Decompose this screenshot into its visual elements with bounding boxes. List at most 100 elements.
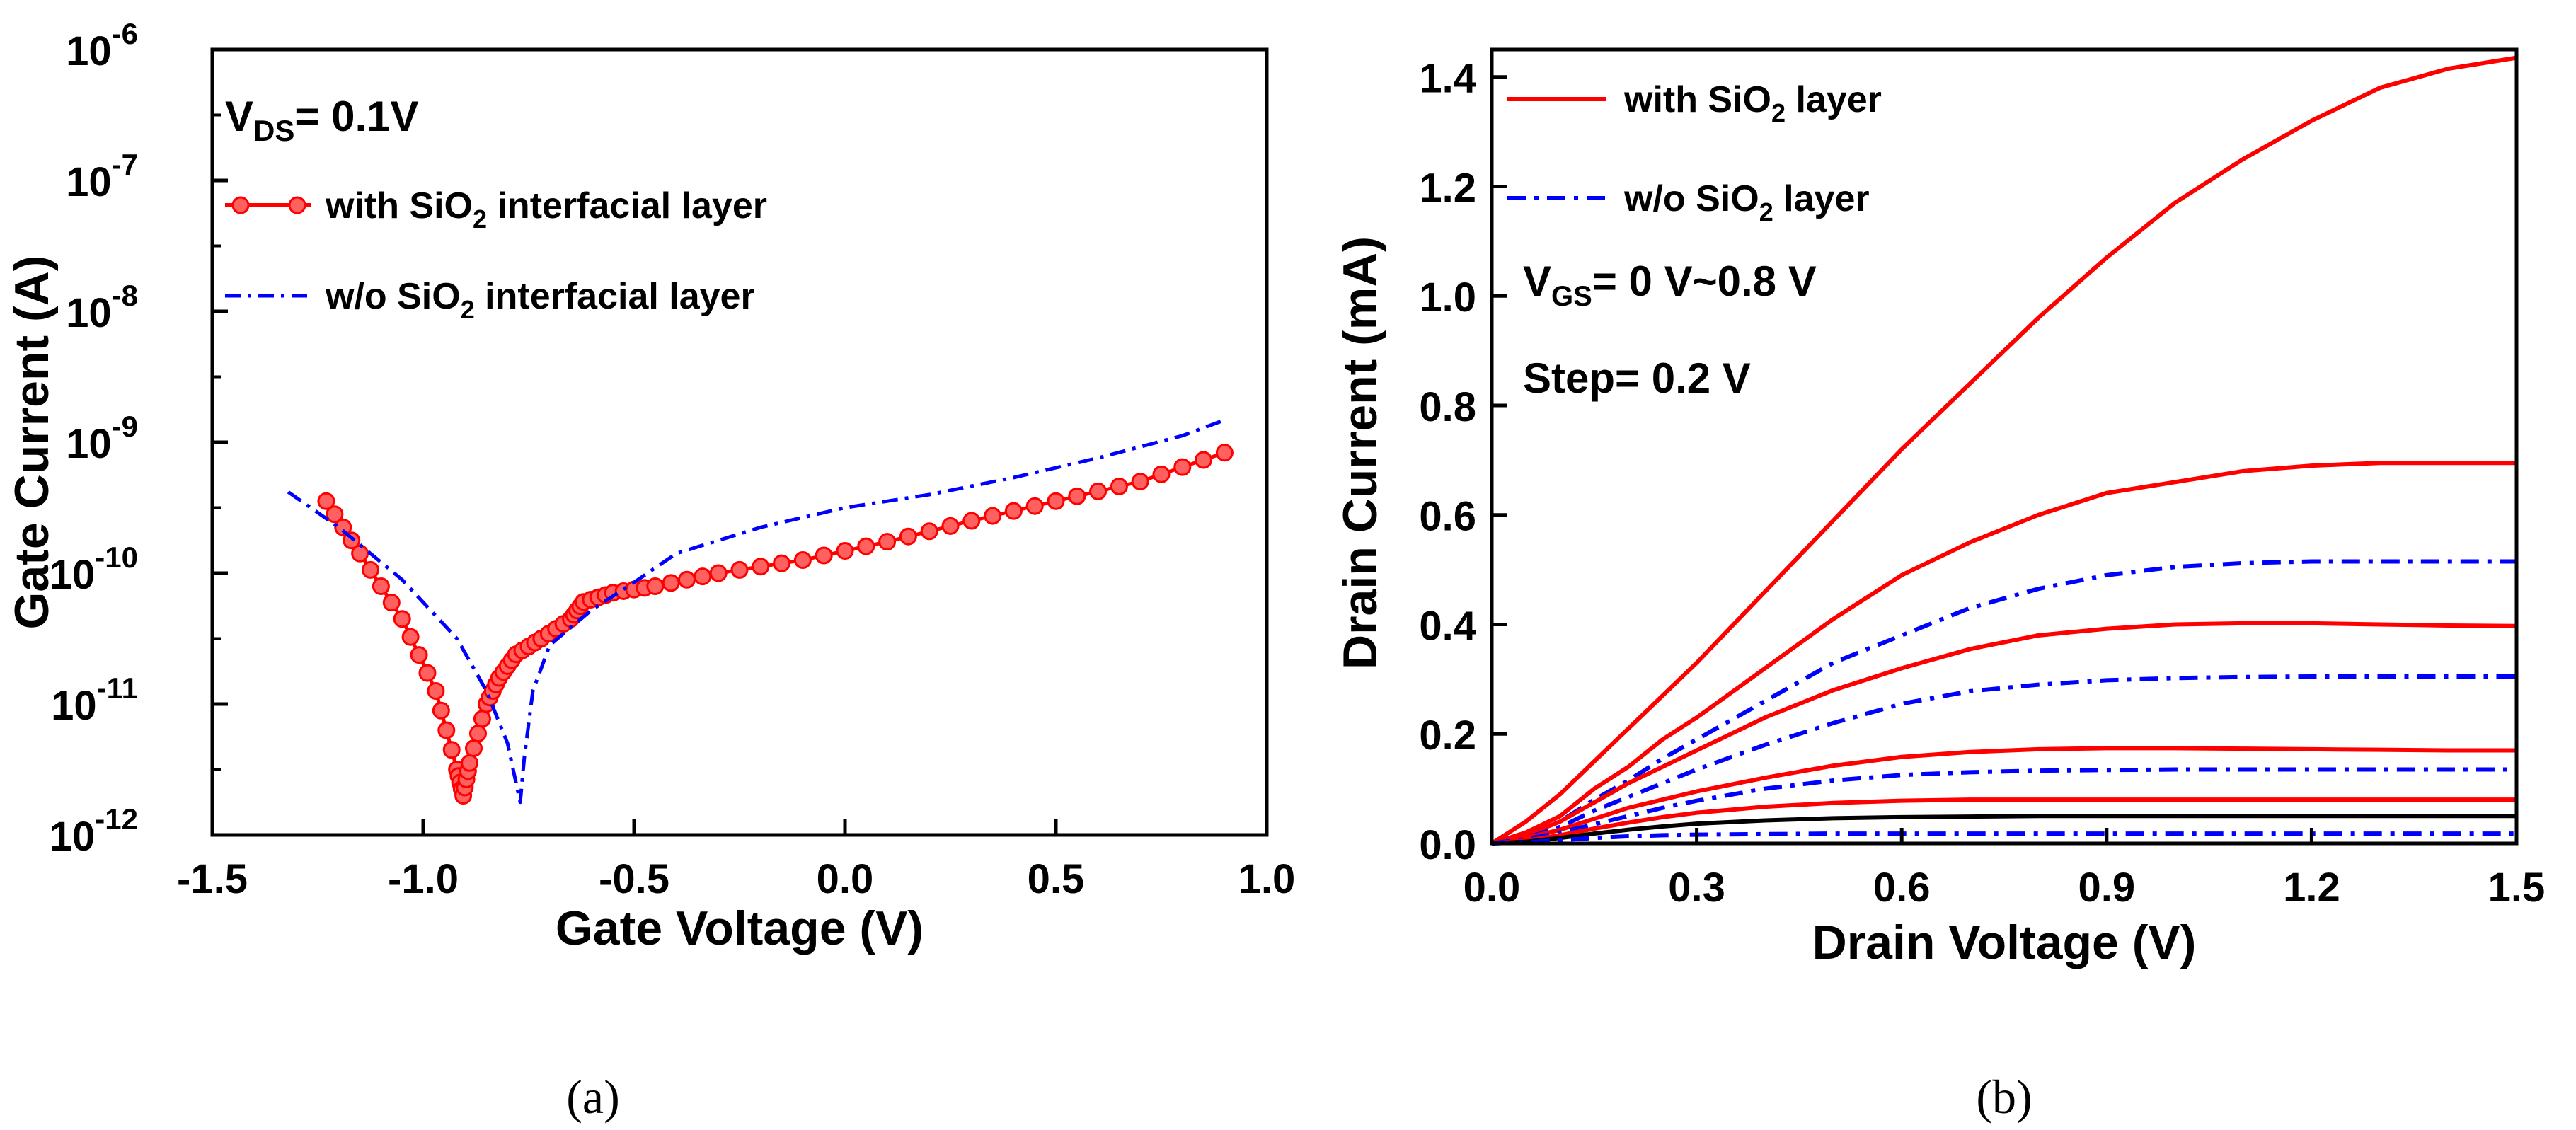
panel-a-data-point [1047,492,1065,510]
panel-a-data-point [899,527,917,546]
panel-b-series-line-2 [1491,559,2517,846]
panel-a-y-ticks: 10-12 10-11 10-10 10-9 10-8 10-7 10-6 [50,17,228,860]
panel-b-y-tick-label: 0.2 [1419,713,1476,759]
panel-a-data-point [427,682,445,700]
panel-a-data-point [465,739,483,757]
panel-b-x-tick-label: 0.6 [1873,865,1931,911]
panel-a-data-point [920,522,938,541]
panel-a-data-point [334,518,352,536]
panel-b-series-line-0 [1490,55,2517,846]
panel-a-y-tick-label: 10-10 [50,541,138,598]
panel-a-legend: with SiO2 interfacial layer w/o SiO2 int… [225,185,767,324]
panel-a: -1.5 -1.0 -0.5 0.0 0.5 1.0 10-12 10-11 10-10 10-… [5,17,1295,1124]
panel-a-data-point [857,537,875,555]
panel-a-data-point [393,610,411,628]
panel-a-plot-area [287,418,1234,805]
panel-a-series-line-without-sio2 [287,418,1226,805]
panel-b-series-line-7 [1491,797,2517,846]
panel-a-data-point [1215,444,1234,462]
panel-a-data-point [1195,451,1213,469]
panel-a-annotation: VDS= 0.1V [225,93,419,147]
panel-b-y-tick-label: 0.4 [1419,603,1476,649]
panel-a-data-point [773,554,791,572]
panel-a-y-tick-label: 10-12 [50,802,138,860]
panel-b-series-line-1 [1491,461,2517,846]
panel-a-x-tick-label: 0.5 [1028,856,1085,902]
panel-b-x-axis-title: Drain Voltage (V) [1812,916,2197,969]
panel-b-y-tick-label: 0.6 [1419,494,1476,540]
panel-b-x-tick-label: 0.0 [1464,865,1521,911]
panel-a-data-point [709,564,728,582]
legend-a-with-label: with SiO2 interfacial layer [325,185,767,234]
panel-b-x-tick-label: 1.5 [2488,865,2546,911]
panel-a-x-axis-title: Gate Voltage (V) [556,901,924,955]
panel-a-x-tick-label: -1.5 [177,856,248,902]
panel-b-legend: with SiO2 layer w/o SiO2 layer [1507,79,1882,226]
panel-b-label: (b) [1976,1070,2032,1124]
panel-a-data-point [1152,465,1171,483]
panel-a-data-point [461,754,479,772]
panel-a-y-axis-title: Gate Current (A) [5,255,59,630]
panel-a-data-point [662,574,680,592]
panel-a-series-line-with-sio2 [324,451,1226,797]
panel-b-y-tick-label: 1.4 [1419,56,1476,102]
panel-b-x-tick-label: 0.3 [1668,865,1725,911]
panel-b: 0.0 0.3 0.6 0.9 1.2 1.5 0.0 0.2 0.4 0.6 0.8 1.0 1.2… [1333,47,2546,1124]
panel-a-data-point [473,710,491,728]
panel-a-annotation-sub: DS [253,114,294,147]
legend-b-with-label: with SiO2 layer [1623,79,1882,127]
panel-a-data-point [1131,473,1149,490]
legend-a-without-label: w/o SiO2 interfacial layer [325,276,755,324]
panel-b-y-ticks: 0.0 0.2 0.4 0.6 0.8 1.0 1.2 1.4 [1419,56,1507,868]
panel-b-series-line-4 [1491,674,2517,846]
panel-a-data-point [326,505,344,524]
panel-a-data-point [752,558,770,576]
legend-a-red-marker-left [231,196,250,214]
panel-a-x-tick-label: 0.0 [817,856,874,902]
panel-a-x-tick-label: 1.0 [1238,856,1296,902]
panel-b-series-line-6 [1491,767,2517,846]
panel-b-y-axis-title: Drain Current (mA) [1333,236,1387,669]
panel-a-data-point [815,546,833,565]
panel-a-data-point [351,544,369,563]
panel-a-data-point [1173,458,1192,476]
panel-a-data-point [372,577,390,595]
panel-a-data-point [646,577,665,595]
panel-a-data-point [410,646,428,664]
panel-a-data-point [1068,487,1086,505]
panel-a-data-point [730,560,749,579]
panel-a-data-point [878,533,897,551]
panel-a-data-point [382,594,401,612]
panel-a-data-point [317,492,335,510]
panel-b-y-tick-label: 1.0 [1419,275,1476,321]
panel-a-label: (a) [566,1070,619,1124]
panel-a-x-tick-label: -1.0 [388,856,459,902]
panel-b-y-tick-label: 0.0 [1419,822,1476,868]
panel-a-y-tick-label: 10-11 [51,671,138,729]
panel-a-y-tick-label: 10-8 [66,279,138,336]
panel-a-x-ticks: -1.5 -1.0 -0.5 0.0 0.5 1.0 [177,819,1295,902]
panel-a-data-point [362,560,379,579]
panel-a-data-point [941,517,960,535]
legend-a-red-marker-right [288,196,306,214]
panel-a-data-point [678,570,696,589]
panel-a-data-point [962,512,981,530]
panel-a-data-point [418,664,437,682]
panel-a-annotation-rest: = 0.1V [294,93,418,140]
panel-b-plot-area [1490,55,2517,846]
panel-b-frame [1490,47,2519,846]
panel-a-y-tick-label: 10-9 [66,410,138,467]
panel-b-y-tick-label: 0.8 [1419,384,1476,430]
panel-a-data-point [437,721,456,739]
panel-b-series-line-5 [1491,746,2517,846]
legend-b-without-label: w/o SiO2 layer [1623,178,1870,226]
panel-a-data-point [793,551,812,569]
panel-a-x-tick-label: -0.5 [599,856,669,902]
panel-a-annotation-main: V [225,93,253,140]
panel-a-frame [210,47,1269,837]
panel-a-data-point [468,725,487,743]
panel-b-x-ticks: 0.0 0.3 0.6 0.9 1.2 1.5 [1464,828,2546,911]
panel-a-data-point [984,507,1002,525]
panel-a-data-point [401,628,420,646]
